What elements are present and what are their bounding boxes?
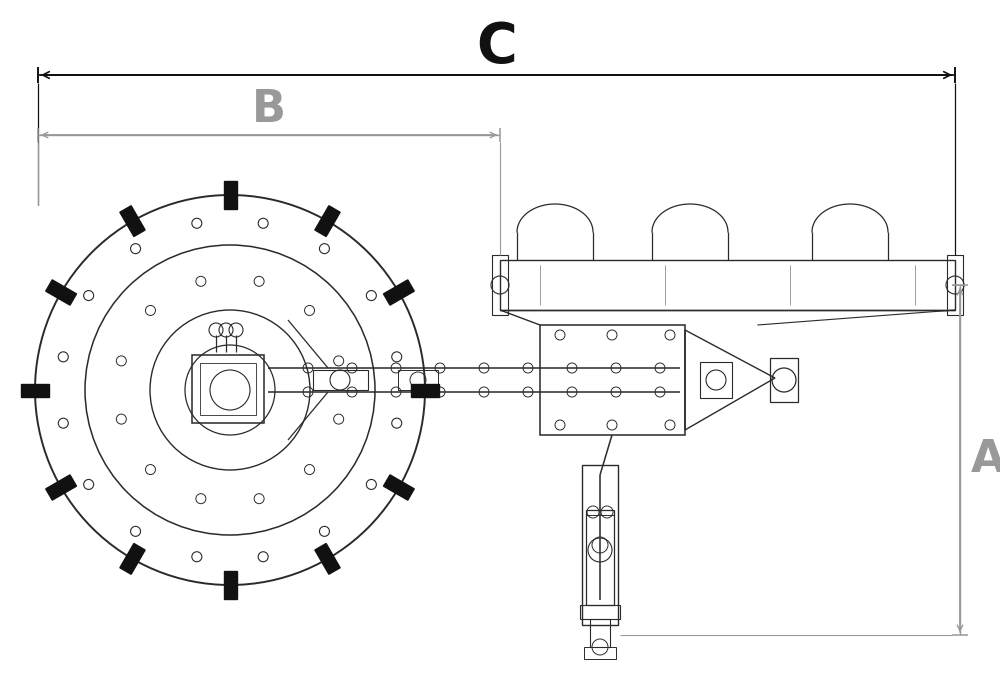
Polygon shape (46, 475, 76, 500)
Bar (313, 370, 368, 390)
Text: A: A (971, 438, 1000, 482)
Bar (492, 255, 508, 315)
Polygon shape (21, 384, 49, 396)
Bar (584, 647, 616, 659)
Polygon shape (384, 280, 414, 305)
Polygon shape (411, 384, 439, 396)
Polygon shape (315, 543, 340, 574)
Bar (398, 370, 438, 390)
Bar (582, 465, 618, 625)
Polygon shape (315, 206, 340, 237)
Text: C: C (476, 20, 517, 74)
Polygon shape (46, 280, 76, 305)
Bar (540, 325, 685, 435)
Bar (192, 355, 264, 423)
Bar (500, 260, 955, 310)
Polygon shape (384, 475, 414, 500)
Polygon shape (224, 571, 237, 599)
Polygon shape (224, 181, 237, 209)
Bar (580, 605, 620, 619)
Polygon shape (120, 543, 145, 574)
Text: B: B (252, 88, 286, 132)
Bar (586, 510, 614, 605)
Polygon shape (120, 206, 145, 237)
Bar (947, 255, 963, 315)
Bar (200, 363, 256, 415)
Bar (700, 362, 732, 398)
Bar (770, 358, 798, 402)
Bar (590, 619, 610, 647)
